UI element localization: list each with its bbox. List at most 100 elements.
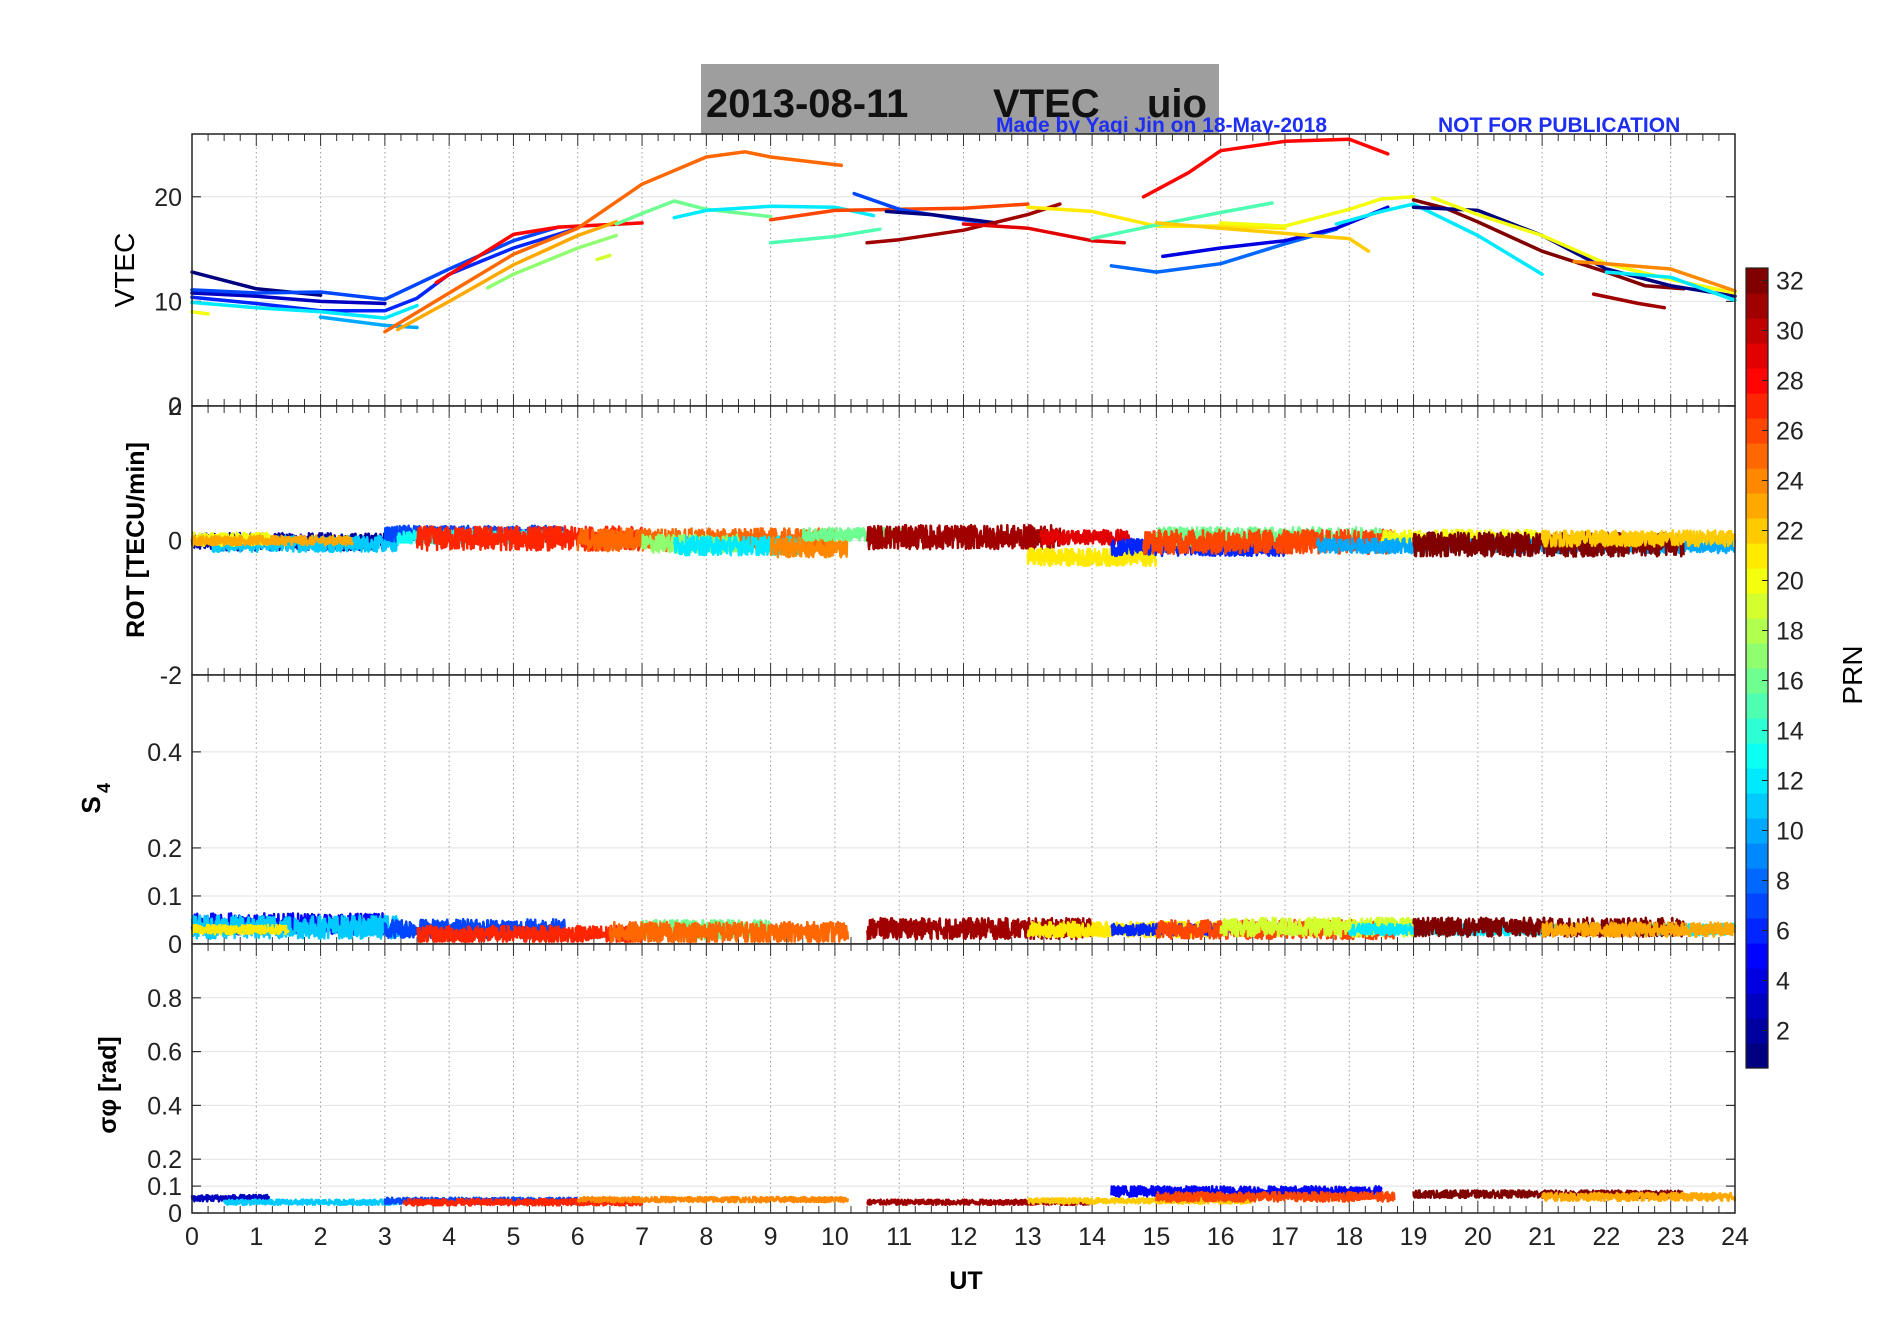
ylabel-s4: S 4: [76, 783, 114, 814]
sigma-ytick-label: 0.2: [147, 1146, 182, 1174]
rot-series-prn-24: [769, 535, 849, 559]
rot-ytick-label: 0: [168, 528, 182, 556]
notice-text: NOT FOR PUBLICATION: [1438, 114, 1680, 137]
colorbar-cell: [1746, 643, 1768, 669]
colorbar-cell: [1746, 818, 1768, 844]
sigma-ytick-label: 0.4: [147, 1092, 182, 1120]
vtec-series-prn-24: [1572, 259, 1737, 293]
vtec-series-prn-25: [383, 150, 844, 334]
colorbar-cell: [1746, 968, 1768, 994]
rot-series-prn-23: [190, 534, 354, 547]
colorbar-label: PRN: [1837, 645, 1868, 704]
s4-plot-area: [192, 675, 1735, 944]
vtec-series-prn-15: [1090, 201, 1274, 241]
xtick-label: 17: [1271, 1223, 1299, 1251]
sigma-frame: [191, 943, 1736, 1214]
colorbar-tick-label: 28: [1776, 368, 1804, 396]
colorbar-cell: [1746, 293, 1768, 319]
rot-series-prn-11: [210, 534, 399, 554]
vtec-series-prn-15: [768, 227, 882, 245]
colorbar-tick-label: 4: [1776, 968, 1790, 996]
x-tick-labels: 0 1 2 3 4 5 6 7 8 9 10 11 12 13 14 15 16 17 18 19 20 21 22 23 24: [185, 1223, 1749, 1251]
xtick-label: 11: [886, 1223, 912, 1251]
vtec-series-prn-12: [190, 300, 419, 320]
colorbar-tick-label: 32: [1776, 268, 1804, 296]
colorbar-cell: [1746, 468, 1768, 494]
colorbar-cell: [1746, 268, 1768, 294]
title-date: 2013-08-11: [706, 82, 908, 126]
colorbar-tick-label: 10: [1776, 818, 1804, 846]
xtick-label: 6: [571, 1223, 585, 1251]
colorbar-tick-label: 8: [1776, 868, 1790, 896]
panel-vtec: 0 10 20: [154, 133, 1737, 421]
xtick-label: 19: [1400, 1223, 1428, 1251]
colorbar-cell: [1746, 993, 1768, 1019]
colorbar-cell: [1746, 543, 1768, 569]
colorbar-cell: [1746, 493, 1768, 519]
colorbar-cell: [1746, 843, 1768, 869]
title-box: [701, 64, 1219, 135]
colorbar-frame: [1745, 267, 1769, 1069]
xtick-label: 22: [1593, 1223, 1621, 1251]
vtec-series-prn-31: [1591, 292, 1667, 310]
vtec-series-prn-28: [1141, 137, 1390, 199]
xtick-label: 3: [378, 1223, 392, 1251]
vtec-series-prn-17: [485, 233, 619, 290]
vtec-series-prn-6: [190, 226, 580, 313]
xlabel: UT: [949, 1267, 982, 1295]
s4-series-prn-25: [608, 920, 850, 943]
sigma-series-prn-23: [1540, 1191, 1737, 1203]
colorbar-cell: [1746, 343, 1768, 369]
s4-ytick-label: 0.2: [147, 835, 182, 863]
rot-series-prn-21: [1026, 547, 1158, 568]
s4-series-prn-27: [416, 924, 644, 943]
vtec-series-prn-12: [1604, 270, 1737, 303]
colorbar-tick-label: 2: [1776, 1018, 1790, 1046]
ylabel-s4-sub: 4: [94, 783, 114, 793]
vtec-series-prn-20: [1218, 195, 1416, 228]
vtec-series-prn-20: [190, 310, 210, 316]
ylabel-s4-main: S: [76, 796, 106, 813]
vtec-ytick-label: 20: [154, 184, 182, 212]
vtec-series-prn-12: [1334, 202, 1544, 276]
vtec-ytick-label: 0: [168, 393, 182, 421]
ylabel-vtec: VTEC: [109, 233, 140, 308]
vtec-series-prn-8: [1109, 227, 1339, 274]
vtec-series-prn-28: [434, 221, 644, 285]
colorbar-tick-label: 20: [1776, 568, 1804, 596]
colorbar-tick-label: 18: [1776, 618, 1804, 646]
panel-sigma: 00.10.2 0.4 0.6 0.8: [147, 943, 1737, 1228]
colorbar-cell: [1746, 318, 1768, 344]
colorbar-cell: [1746, 518, 1768, 544]
colorbar-cell: [1746, 793, 1768, 819]
vtec-series-prn-22: [1154, 221, 1371, 253]
sigma-ytick-label: 0.6: [147, 1039, 182, 1067]
colorbar-cell: [1746, 693, 1768, 719]
colorbar-cell: [1746, 768, 1768, 794]
rot-ytick-label: 2: [168, 393, 182, 421]
s4-ytick-label: 0.4: [147, 739, 182, 767]
xtick-label: 23: [1657, 1223, 1685, 1251]
xtick-label: 7: [635, 1223, 649, 1251]
sigma-series-prn-11: [222, 1198, 399, 1207]
vtec-ytick-label: 10: [154, 288, 182, 316]
colorbar-cell: [1746, 568, 1768, 594]
colorbar-cell: [1746, 443, 1768, 469]
colorbar-cell: [1746, 943, 1768, 969]
sigma-series-prn-26: [1155, 1190, 1396, 1203]
xtick-label: 20: [1464, 1223, 1492, 1251]
vtec-series-prn-3: [190, 291, 387, 306]
colorbar-cell: [1746, 618, 1768, 644]
colorbar-cell: [1746, 1043, 1768, 1069]
sigma-plot-area: [192, 944, 1735, 1213]
sigma-ytick-label: 0: [168, 1200, 182, 1228]
sigma-ytick-label: 0.1: [147, 1173, 182, 1201]
colorbar-tick-label: 14: [1776, 718, 1804, 746]
xtick-label: 4: [442, 1223, 456, 1251]
xtick-label: 12: [950, 1223, 978, 1251]
vtec-series-prn-1: [884, 209, 998, 225]
ylabel-sigma: σφ [rad]: [94, 1036, 122, 1134]
xtick-label: 15: [1142, 1223, 1170, 1251]
vtec-series-prn-16: [614, 199, 773, 226]
xtick-label: 18: [1335, 1223, 1363, 1251]
